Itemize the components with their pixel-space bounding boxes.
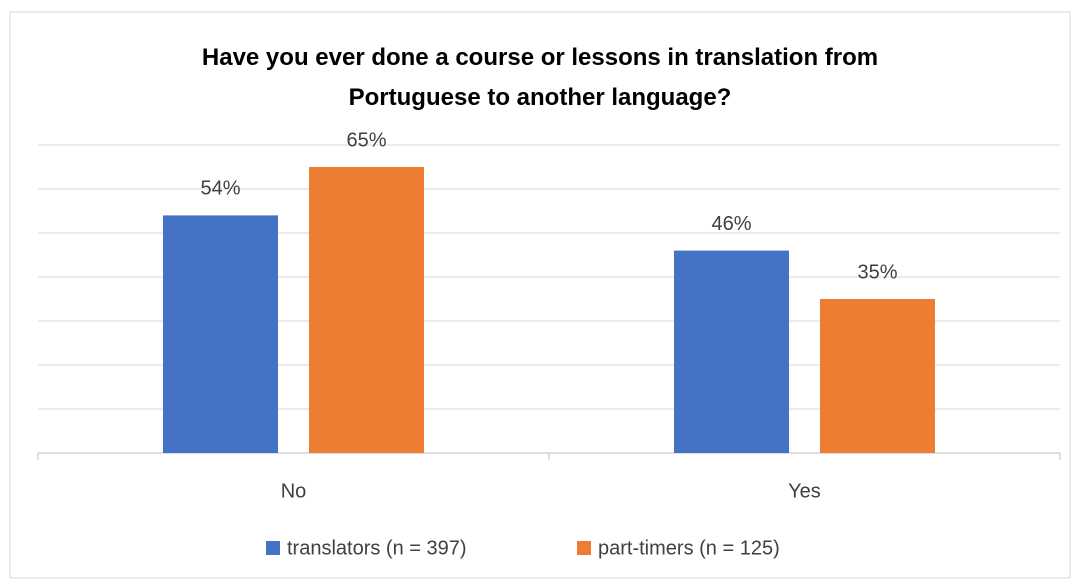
legend-swatch bbox=[577, 541, 591, 555]
legend-swatch bbox=[266, 541, 280, 555]
data-label: 46% bbox=[711, 213, 751, 235]
data-label: 54% bbox=[200, 178, 240, 200]
bar bbox=[674, 250, 789, 453]
legend-label: part-timers (n = 125) bbox=[598, 537, 780, 559]
data-label: 65% bbox=[346, 129, 386, 151]
x-tick-label: No bbox=[281, 480, 307, 502]
data-label: 35% bbox=[857, 261, 897, 283]
x-tick-label: Yes bbox=[788, 480, 821, 502]
bar bbox=[163, 215, 278, 453]
chart-title: Have you ever done a course or lessons i… bbox=[201, 44, 879, 111]
bar bbox=[309, 167, 424, 453]
legend-label: translators (n = 397) bbox=[287, 537, 467, 559]
bar bbox=[820, 299, 935, 453]
